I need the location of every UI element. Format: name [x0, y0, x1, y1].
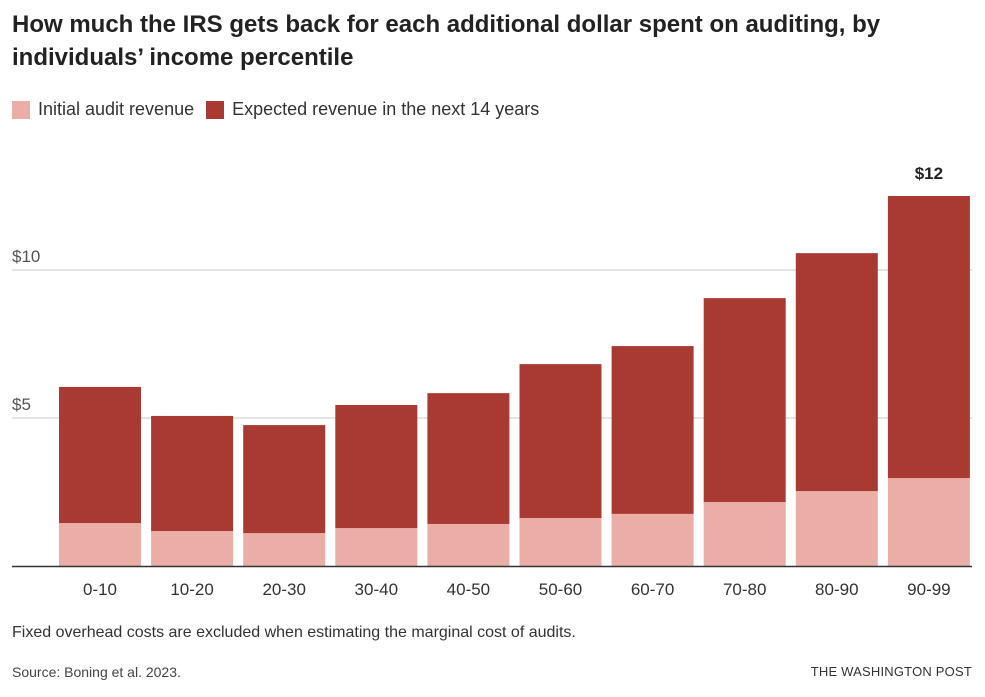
legend-swatch-initial	[12, 100, 30, 119]
legend-item-initial: Initial audit revenue	[12, 99, 194, 120]
bar-initial	[611, 513, 694, 566]
bar-initial	[887, 478, 970, 566]
x-tick-label: 10-20	[170, 580, 213, 599]
x-tick-label: 70-80	[723, 580, 766, 599]
chart-note: Fixed overhead costs are excluded when e…	[12, 624, 576, 641]
bar-initial	[427, 523, 510, 566]
legend-label-initial: Initial audit revenue	[38, 99, 195, 119]
chart-title: How much the IRS gets back for each addi…	[12, 11, 881, 71]
legend: Initial audit revenue Expected revenue i…	[12, 99, 551, 120]
x-tick-label: 80-90	[815, 580, 858, 599]
legend-item-expected: Expected revenue in the next 14 years	[206, 99, 539, 120]
bar-initial	[151, 531, 234, 566]
legend-swatch-expected	[206, 100, 225, 119]
bar-initial	[703, 502, 786, 566]
y-tick-label: $10	[12, 247, 40, 266]
x-tick-label: 20-30	[262, 580, 305, 599]
legend-label-expected: Expected revenue in the next 14 years	[232, 99, 540, 119]
bar-expected	[795, 253, 878, 492]
bar-expected	[151, 415, 234, 532]
x-tick-label: 50-60	[539, 580, 582, 599]
credit: THE WASHINGTON POST	[810, 664, 972, 679]
x-tick-label: 40-50	[447, 580, 490, 599]
x-tick-label: 60-70	[631, 580, 674, 599]
bar-expected	[427, 393, 510, 524]
x-tick-label: 30-40	[355, 580, 398, 599]
bar-expected	[611, 346, 694, 514]
bar-expected	[335, 404, 418, 529]
y-tick-label: $5	[12, 395, 31, 414]
bar-expected	[59, 386, 141, 524]
source: Source: Boning et al. 2023.	[12, 664, 181, 680]
data-label: $12	[915, 164, 943, 183]
bar-expected	[703, 298, 786, 503]
bar-initial	[335, 528, 418, 566]
bar-initial	[519, 518, 602, 566]
x-tick-label: 90-99	[907, 580, 950, 599]
x-tick-label: 0-10	[83, 580, 117, 599]
bar-expected	[243, 425, 326, 534]
bar-expected	[887, 196, 970, 479]
bar-expected	[519, 364, 602, 519]
bar-initial	[243, 533, 326, 566]
bar-initial	[59, 523, 141, 566]
bar-initial	[795, 491, 878, 566]
